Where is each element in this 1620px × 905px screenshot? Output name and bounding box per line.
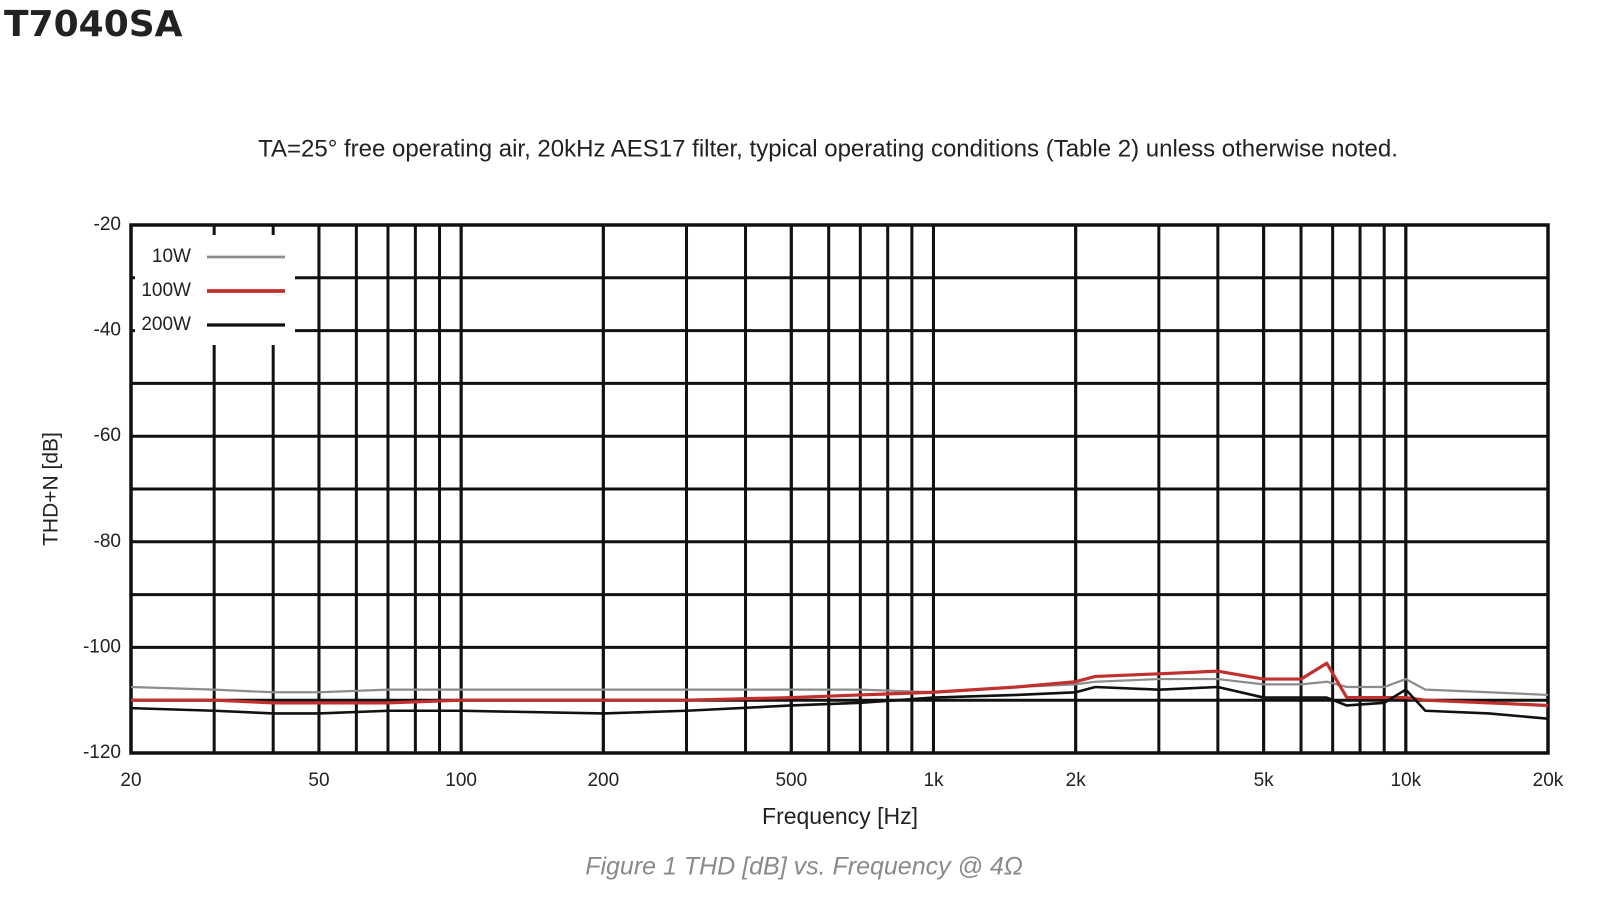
x-axis-label: Frequency [Hz] [762, 803, 918, 829]
y-tick-label: -100 [83, 636, 121, 657]
page-title: T7040SA [4, 4, 183, 45]
legend-label: 100W [141, 280, 191, 301]
y-tick-label: -20 [94, 214, 121, 235]
x-tick-label: 2k [1066, 770, 1087, 791]
x-tick-label: 500 [775, 770, 807, 791]
x-tick-label: 50 [308, 770, 329, 791]
y-tick-label: -80 [94, 531, 121, 552]
chart-title: TA=25° free operating air, 20kHz AES17 f… [258, 135, 1398, 162]
data-line [131, 661, 1549, 708]
x-tick-label: 20k [1533, 770, 1564, 791]
x-tick-label: 20 [120, 770, 141, 791]
x-tick-label: 100 [445, 770, 477, 791]
plot-frame [129, 223, 1550, 755]
data-line [130, 685, 1549, 720]
y-tick-label: -60 [94, 425, 121, 446]
y-tick-label: -40 [94, 320, 121, 341]
y-axis-label: THD+N [dB] [40, 432, 63, 546]
x-tick-label: 1k [923, 770, 944, 791]
legend-label: 200W [141, 314, 191, 335]
x-tick-label: 200 [587, 770, 619, 791]
data-line [130, 677, 1549, 697]
x-tick-label: 10k [1390, 770, 1421, 791]
legend-label: 10W [152, 246, 191, 267]
caption: Figure 1 THD [dB] vs. Frequency @ 4Ω [585, 853, 1023, 881]
x-tick-label: 5k [1254, 770, 1275, 791]
y-tick-label: -120 [83, 742, 121, 763]
